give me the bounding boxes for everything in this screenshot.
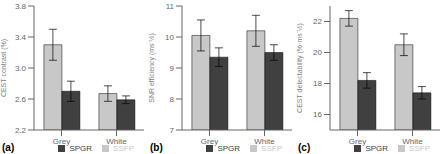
svg-text:White: White (254, 137, 275, 146)
html-text:SSFP: SSFP (113, 144, 134, 153)
svg-text:3.0: 3.0 (15, 64, 27, 73)
html-text:(b): (b) (150, 142, 163, 153)
svg-text:11: 11 (166, 2, 175, 11)
svg-text:White: White (106, 137, 127, 146)
svg-text:CEST detectability (%·ms⁻½): CEST detectability (%·ms⁻½) (296, 23, 304, 113)
svg-text:Grey: Grey (349, 137, 366, 146)
svg-text:8: 8 (170, 95, 175, 104)
html-text:(a): (a) (2, 142, 15, 153)
html-text:SPGR: SPGR (217, 144, 241, 153)
svg-text:9: 9 (170, 64, 175, 73)
html-text:SPGR: SPGR (365, 144, 389, 153)
svg-text:16: 16 (313, 110, 322, 119)
svg-text:CEST contrast (%): CEST contrast (%) (0, 39, 8, 97)
svg-text:3.8: 3.8 (15, 2, 27, 11)
svg-text:Grey: Grey (53, 137, 70, 146)
svg-text:2.6: 2.6 (15, 95, 27, 104)
svg-text:3.4: 3.4 (15, 33, 27, 42)
svg-text:10: 10 (165, 33, 174, 42)
svg-text:18: 18 (313, 79, 322, 88)
svg-text:SNR efficiency (ms⁻½): SNR efficiency (ms⁻½) (148, 33, 156, 103)
svg-text:Grey: Grey (201, 137, 218, 146)
html-text:SPGR: SPGR (69, 144, 93, 153)
svg-text:22: 22 (313, 17, 322, 26)
svg-text:20: 20 (313, 48, 322, 57)
svg-text:White: White (402, 137, 423, 146)
svg-text:2.2: 2.2 (15, 126, 27, 135)
html-text:SSFP: SSFP (409, 144, 430, 153)
html-text:SSFP: SSFP (261, 144, 282, 153)
html-text:(c): (c) (298, 142, 311, 153)
svg-text:7: 7 (170, 126, 175, 135)
